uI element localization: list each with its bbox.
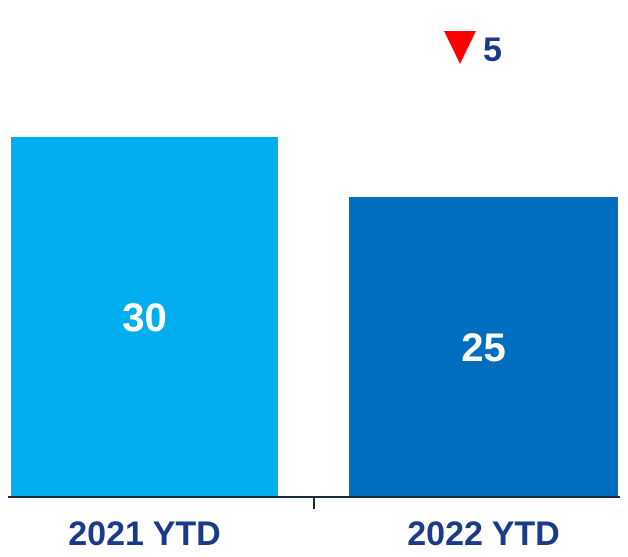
- value-labels-layer: 30 25: [122, 296, 506, 370]
- delta-value-label: 5: [483, 31, 502, 69]
- bar-2021-ytd: [11, 137, 278, 497]
- bar-2022-ytd: [349, 197, 618, 497]
- bar-value-label: 25: [461, 326, 506, 370]
- down-triangle-icon: [444, 31, 476, 64]
- category-labels-layer: 2021 YTD 2022 YTD: [68, 515, 559, 553]
- x-axis-category-label: 2022 YTD: [407, 515, 559, 553]
- x-axis-category-label: 2021 YTD: [68, 515, 220, 553]
- delta-annotation: 5: [444, 31, 502, 69]
- bars-layer: [11, 137, 618, 497]
- bar-value-label: 30: [122, 296, 167, 340]
